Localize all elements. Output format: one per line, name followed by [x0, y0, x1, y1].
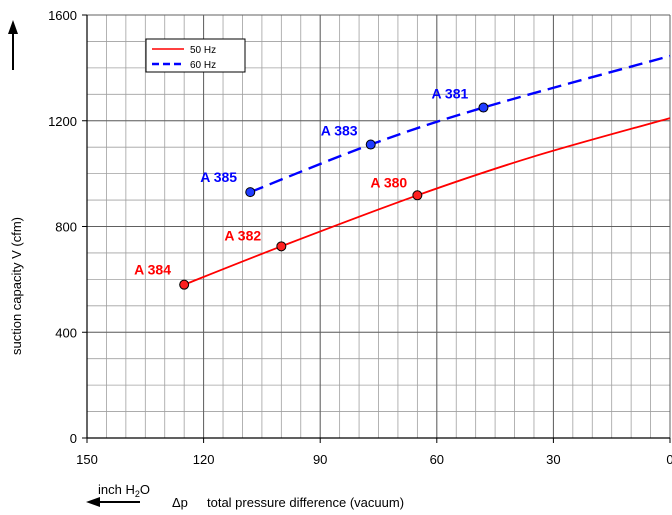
data-point-label: A 385 [200, 169, 237, 185]
series-line-50hz [183, 117, 671, 286]
x-axis-unit: inch H2O [98, 482, 150, 499]
data-point-label: A 380 [370, 174, 407, 190]
data-points-layer: A 384 A 382 A 380 A 385 A 383 A 381 [134, 86, 489, 290]
grid [86, 14, 671, 439]
x-axis-arrowhead [86, 497, 100, 507]
x-tick-label: 60 [430, 452, 444, 467]
axes: 150 120 90 60 30 0 0 400 800 1200 1600 [48, 8, 672, 467]
data-point [478, 102, 489, 113]
series-line-60hz [249, 54, 671, 194]
y-tick-label: 400 [55, 325, 77, 340]
data-point-label: A 383 [321, 123, 358, 139]
x-axis-symbol: Δp [172, 495, 188, 510]
data-point [412, 190, 423, 201]
data-point-label: A 381 [431, 86, 468, 102]
x-axis-label: total pressure difference (vacuum) [207, 495, 404, 510]
x-tick-label: 90 [313, 452, 327, 467]
y-axis-title: suction capacity V (cfm) [8, 20, 24, 355]
y-axis-arrowhead [8, 20, 18, 34]
legend: 50 Hz 60 Hz [145, 38, 246, 73]
y-tick-label: 800 [55, 220, 77, 235]
legend-label-50hz: 50 Hz [190, 45, 216, 56]
data-point-label: A 384 [134, 262, 171, 278]
x-tick-label: 120 [193, 452, 215, 467]
legend-label-60hz: 60 Hz [190, 60, 216, 71]
y-tick-label: 1200 [48, 114, 77, 129]
y-tick-label: 0 [70, 431, 77, 446]
data-point [245, 187, 256, 198]
data-point [365, 139, 376, 150]
x-tick-label: 30 [546, 452, 560, 467]
legend-box [145, 38, 246, 73]
x-axis-title: inch H2O Δp total pressure difference (v… [86, 482, 404, 510]
y-axis-label: suction capacity V (cfm) [9, 217, 24, 355]
data-point [179, 279, 190, 290]
series-layer [183, 54, 671, 286]
data-point [276, 241, 287, 252]
x-tick-label: 150 [76, 452, 98, 467]
y-tick-label: 1600 [48, 8, 77, 23]
x-tick-label: 0 [666, 452, 672, 467]
data-point-label: A 382 [224, 227, 261, 243]
